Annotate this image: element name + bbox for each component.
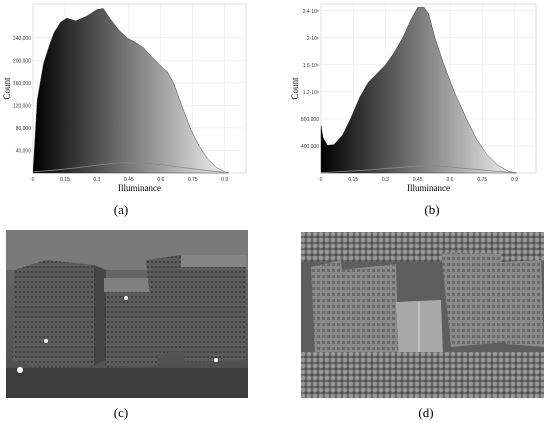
aerial-image-d	[301, 232, 544, 398]
x-tick-label: 0.3	[382, 177, 389, 183]
y-tick-label: 800,000	[301, 117, 319, 123]
x-axis-label: Illuminance	[118, 183, 161, 193]
y-tick-label: 120,000	[13, 103, 31, 109]
caption-b: (b)	[424, 202, 440, 217]
aerial-city-photo	[301, 232, 544, 398]
histogram-area	[320, 7, 517, 174]
x-tick-label: 0.45	[413, 177, 423, 183]
secondary-series-line	[32, 162, 225, 173]
x-tick-label: 0	[320, 177, 323, 183]
caption-a: (a)	[113, 202, 129, 217]
x-axis-label: Illuminance	[407, 183, 450, 193]
x-tick-label: 0.3	[93, 177, 100, 183]
x-tick-label: 0.75	[188, 177, 198, 183]
x-tick-label: 0.15	[60, 177, 70, 183]
y-tick-label: 200,000	[13, 58, 31, 64]
x-tick-label: 0.6	[447, 177, 454, 183]
y-tick-label: 40,000	[16, 148, 32, 154]
x-tick-label: 0.45	[124, 177, 134, 183]
point-cloud-image-c	[6, 230, 248, 398]
histogram-b-svg: 0 0.15 0.3 0.45 0.6 0.75 0.9 400,000 800,000 1.2·…	[290, 3, 537, 193]
y-tick-label: 240,000	[13, 36, 31, 42]
histogram-a-svg: 0 0.15 0.3 0.45 0.6 0.75 0.9 40,000 80,000 120,00…	[2, 3, 247, 193]
y-axis-label: Count	[290, 77, 300, 100]
x-tick-label: 0.9	[511, 177, 518, 183]
histogram-b: 0 0.15 0.3 0.45 0.6 0.75 0.9 400,000 800,000 1.2·…	[288, 0, 550, 195]
y-tick-label: 1.6·10⁶	[303, 63, 319, 69]
y-tick-label: 160,000	[13, 81, 31, 87]
building-cluster-photo	[6, 230, 248, 398]
caption-d: (d)	[418, 405, 434, 420]
y-tick-label: 1.2·10⁶	[303, 90, 319, 96]
histogram-area	[32, 8, 230, 174]
x-tick-label: 0.6	[157, 177, 164, 183]
secondary-series-line	[320, 165, 515, 174]
caption-c: (c)	[113, 405, 129, 420]
x-tick-label: 0	[32, 177, 35, 183]
x-tick-label: 0.75	[477, 177, 487, 183]
x-tick-label: 0.9	[221, 177, 228, 183]
y-tick-label: 80,000	[16, 126, 32, 132]
y-tick-label: 400,000	[301, 144, 319, 150]
x-tick-label: 0.15	[348, 177, 358, 183]
y-tick-label: 2·10⁶	[307, 36, 319, 42]
y-axis-label: Count	[2, 77, 12, 100]
histogram-a: 0 0.15 0.3 0.45 0.6 0.75 0.9 40,000 80,000 120,00…	[0, 0, 260, 195]
y-tick-label: 2.4·10⁶	[303, 9, 319, 15]
